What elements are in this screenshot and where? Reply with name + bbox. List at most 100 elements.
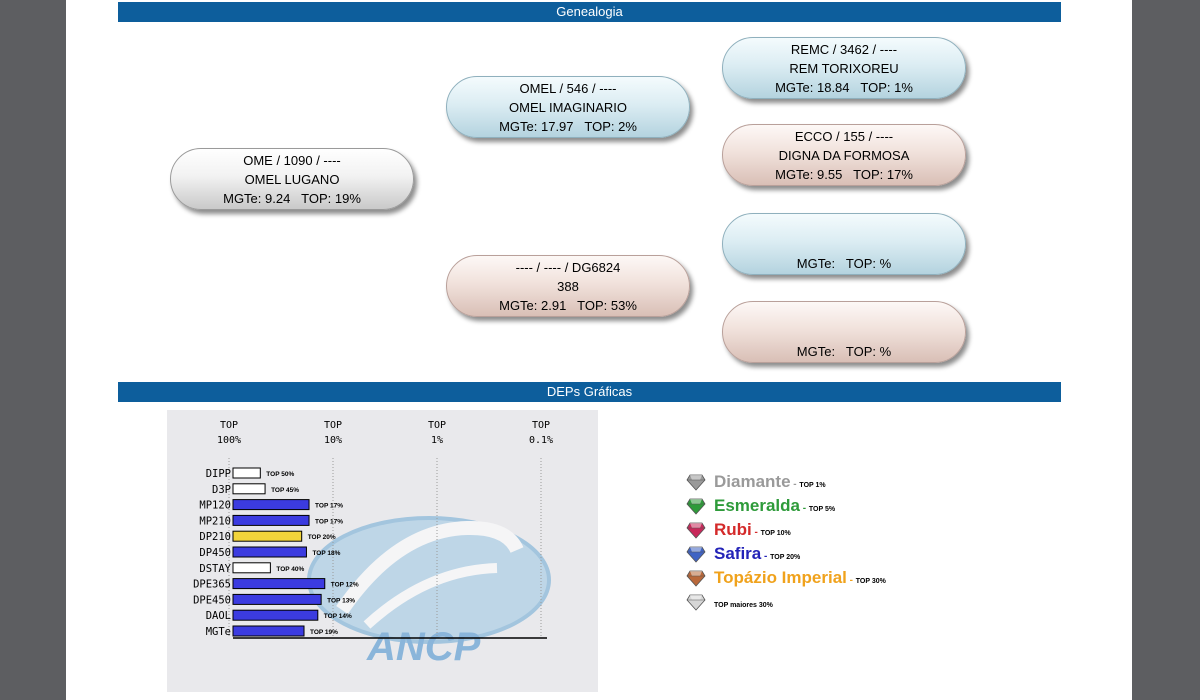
bar-value-label: TOP 50%	[266, 471, 294, 478]
watermark-text: ANCP	[366, 625, 481, 669]
sd-dam-name	[723, 323, 965, 342]
category-label: DPE450	[193, 594, 231, 606]
legend-gem-name: Topázio Imperial	[714, 568, 847, 587]
bar-mgte[interactable]	[232, 625, 305, 637]
sd-sire-mgte: MGTe:	[796, 255, 836, 271]
bar-dp450[interactable]	[232, 546, 307, 558]
ss-dam-id: ECCO / 155 / ----	[794, 128, 894, 144]
pedigree-sire-card[interactable]: OME / 1090 / ---- OMEL LUGANO MGTe: 9.24…	[170, 148, 414, 210]
scale-header-value: 100%	[217, 435, 241, 446]
sire-dam-mgte: MGTe: 2.91	[499, 297, 567, 313]
ancp-logo-watermark: ANCP	[307, 516, 551, 669]
sire-id: OME / 1090 / ----	[243, 152, 341, 168]
sire-sire-top: TOP: 2%	[584, 118, 637, 134]
bar-d3p[interactable]	[232, 483, 266, 495]
sire-mgte: MGTe: 9.24	[223, 190, 291, 206]
legend-separator: -	[751, 527, 761, 538]
scale-header-value: 1%	[431, 435, 443, 446]
bar-value-label: TOP 19%	[310, 629, 338, 636]
bar-value-label: TOP 45%	[271, 487, 299, 494]
category-label: DP450	[199, 547, 231, 559]
document-page: Genealogia OME / 1090 / ---- OMEL LUGANO…	[66, 0, 1132, 700]
deps-bar-chart: ANCP TOP 100% TOP 10% TOP 1% TOP 0.1% DIPP TOP 5…	[193, 420, 553, 669]
category-label: DSTAY	[199, 563, 231, 575]
bar-value-label: TOP 13%	[327, 597, 355, 604]
legend-gem-name: Esmeralda	[714, 496, 800, 515]
pedigree-ss-dam-card[interactable]: ECCO / 155 / ---- DIGNA DA FORMOSA MGTe:…	[722, 124, 966, 186]
pedigree-sd-dam-card[interactable]: MGTe: TOP: %	[722, 301, 966, 363]
deps-chart-panel: ANCP TOP 100% TOP 10% TOP 1% TOP 0.1% DIPP TOP 5…	[167, 410, 598, 692]
ss-dam-name: DIGNA DA FORMOSA	[778, 147, 910, 163]
topaz-gem-icon	[686, 570, 706, 587]
legend-top-value: TOP 5%	[808, 506, 836, 513]
scale-header-top: TOP	[220, 420, 238, 431]
sd-dam-top: TOP: %	[845, 343, 892, 359]
sd-dam-mgte: MGTe:	[796, 343, 836, 359]
pedigree-sire-sire-card[interactable]: OMEL / 546 / ---- OMEL IMAGINARIO MGTe: …	[446, 76, 690, 138]
bar-dp210[interactable]	[232, 530, 303, 542]
category-label: DPE365	[193, 579, 231, 591]
scale-header-value: 0.1%	[529, 435, 553, 446]
category-label: MGTe	[206, 626, 231, 638]
bar-value-label: TOP 40%	[276, 566, 304, 573]
bar-dpe450[interactable]	[232, 593, 322, 605]
ss-sire-name: REM TORIXOREU	[789, 60, 899, 76]
bar-value-label: TOP 17%	[315, 503, 343, 510]
scale-header-top: TOP	[532, 420, 550, 431]
legend-separator: -	[790, 479, 800, 490]
genealogy-section-header: Genealogia	[118, 2, 1061, 22]
legend-top-value: TOP maiores 30%	[714, 602, 773, 609]
sire-dam-name: 388	[557, 278, 579, 294]
emerald-gem-icon	[686, 498, 706, 515]
sire-dam-top: TOP: 53%	[577, 297, 637, 313]
sapphire-gem-icon	[686, 546, 706, 563]
ss-dam-top: TOP: 17%	[853, 166, 913, 182]
sd-sire-name	[723, 235, 965, 254]
ruby-gem-icon	[686, 522, 706, 539]
legend-label: TOP maiores 30%	[714, 592, 773, 612]
sire-top: TOP: 19%	[301, 190, 361, 206]
legend-separator: -	[846, 575, 856, 586]
scale-header-value: 10%	[324, 435, 342, 446]
deps-section-header: DEPs Gráficas	[118, 382, 1061, 402]
bar-dipp[interactable]	[232, 467, 261, 479]
legend-gem-name: Safira	[714, 544, 762, 563]
legend-label: Diamante - TOP 1%	[714, 472, 826, 492]
legend-top-value: TOP 10%	[760, 530, 791, 537]
sire-name: OMEL LUGANO	[244, 171, 340, 187]
category-label: DIPP	[206, 468, 231, 480]
ss-sire-mgte: MGTe: 18.84	[775, 79, 850, 95]
legend-gem-name: Diamante	[714, 472, 791, 491]
legend-separator: -	[761, 551, 771, 562]
legend-top-value: TOP 1%	[799, 482, 826, 489]
sd-dam-id	[723, 304, 965, 323]
category-label: D3P	[212, 484, 231, 496]
category-label: MP120	[199, 500, 231, 512]
bar-mp210[interactable]	[232, 514, 310, 526]
ss-sire-id: REMC / 3462 / ----	[790, 41, 898, 57]
pedigree-sd-sire-card[interactable]: MGTe: TOP: %	[722, 213, 966, 275]
legend-label: Rubi - TOP 10%	[714, 520, 791, 540]
pedigree-sire-dam-card[interactable]: ---- / ---- / DG6824 388 MGTe: 2.91 TOP:…	[446, 255, 690, 317]
scale-header-top: TOP	[428, 420, 446, 431]
category-label: DAOL	[206, 610, 231, 622]
bar-value-label: TOP 12%	[331, 582, 359, 589]
sire-dam-id: ---- / ---- / DG6824	[515, 259, 621, 275]
bar-value-label: TOP 17%	[315, 518, 343, 525]
bar-dpe365[interactable]	[232, 578, 326, 590]
legend-label: Topázio Imperial - TOP 30%	[714, 568, 886, 588]
legend-gem-name: Rubi	[714, 520, 752, 539]
category-label: MP210	[199, 515, 231, 527]
pedigree-ss-sire-card[interactable]: REMC / 3462 / ---- REM TORIXOREU MGTe: 1…	[722, 37, 966, 99]
bar-mp120[interactable]	[232, 499, 310, 511]
sd-sire-top: TOP: %	[845, 255, 892, 271]
bar-daol[interactable]	[232, 609, 319, 621]
bar-value-label: TOP 20%	[308, 534, 336, 541]
legend-label: Safira - TOP 20%	[714, 544, 800, 564]
sire-sire-name: OMEL IMAGINARIO	[509, 99, 627, 115]
ss-dam-mgte: MGTe: 9.55	[775, 166, 843, 182]
legend-top-value: TOP 30%	[855, 578, 886, 585]
legend-separator: -	[800, 503, 809, 514]
legend-top-value: TOP 20%	[770, 554, 801, 561]
bar-dstay[interactable]	[232, 562, 271, 574]
